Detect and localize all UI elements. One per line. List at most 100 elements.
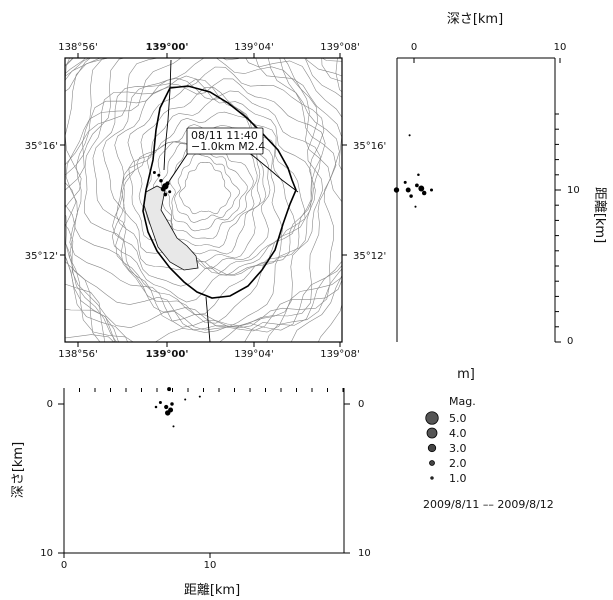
map-ticks	[60, 53, 347, 347]
river-line	[205, 296, 211, 342]
lake	[143, 185, 199, 271]
legend-symbol	[425, 411, 439, 425]
contour-line	[169, 146, 248, 232]
side-bottom-text: m]	[457, 367, 475, 382]
contour-line	[111, 75, 312, 303]
map-lat-tick-right: 35°16'	[353, 141, 386, 152]
side-y-tick: 10	[567, 185, 580, 196]
contour-line	[178, 161, 232, 215]
map-lat-tick-left: 35°16'	[25, 141, 58, 152]
legend-title: Mag.	[449, 395, 476, 408]
bottom-y-tick-left: 0	[47, 399, 53, 410]
map-panel: 08/11 11:40 −1.0km M2.4 138°56' 139°00' …	[25, 42, 386, 360]
side-y-tick: 0	[567, 336, 573, 347]
contour-line	[102, 77, 321, 315]
side-event-point	[415, 183, 419, 188]
contour-line	[112, 78, 306, 287]
side-panel-title: 深さ[km]	[447, 12, 503, 27]
bottom-ticks	[58, 388, 350, 558]
side-events	[393, 134, 433, 208]
river-line	[245, 149, 299, 193]
annotation-time: 08/11 11:40	[191, 129, 258, 142]
bottom-y-tick-right: 10	[358, 548, 371, 559]
bottom-event-point	[167, 387, 172, 392]
legend-symbol	[429, 460, 435, 466]
contour-line	[128, 111, 271, 270]
bottom-x-label: 距離[km]	[184, 583, 240, 598]
bottom-event-point	[170, 402, 174, 406]
map-lon-tick-top: 139°04'	[234, 42, 274, 53]
contour-line	[65, 58, 342, 332]
side-event-point	[408, 134, 411, 137]
bottom-event-point	[165, 410, 171, 416]
map-event-point	[165, 181, 170, 186]
side-panel: 深さ[km] 0 10 10 0 距離[km] m]	[393, 12, 607, 382]
map-event-point	[163, 192, 168, 197]
bottom-x-tick: 0	[61, 560, 67, 571]
side-event-point	[430, 188, 433, 192]
legend-symbol	[430, 476, 434, 480]
map-event-point	[152, 171, 156, 174]
magnitude-legend: Mag. 5.0 4.0 3.0 2.0 1.0 2009/8/11 –– 2009/8…	[423, 395, 554, 511]
bottom-event-point	[184, 398, 187, 401]
bottom-event-point	[172, 425, 175, 428]
map-lon-tick-bottom: 139°00'	[146, 349, 189, 360]
legend-symbol	[426, 427, 438, 439]
map-events	[152, 171, 172, 197]
contour-line	[65, 58, 342, 342]
side-x-tick: 0	[411, 42, 417, 53]
bottom-event-point	[154, 405, 158, 409]
bottom-event-point	[164, 404, 169, 410]
bottom-y-tick-left: 10	[40, 548, 53, 559]
contour-line	[123, 98, 284, 274]
contour-line	[65, 58, 342, 342]
map-lon-tick-bottom: 139°08'	[320, 349, 360, 360]
side-event-point	[403, 180, 407, 184]
bottom-panel: 0 10 0 10 0 10 深さ[km] 距離[km]	[11, 387, 371, 598]
map-lon-tick-top: 139°08'	[320, 42, 360, 53]
legend-label: 4.0	[449, 427, 467, 440]
map-lon-tick-top: 138°56'	[58, 42, 98, 53]
side-event-point	[409, 194, 413, 198]
topographic-contours	[65, 58, 342, 342]
side-event-point	[393, 187, 400, 193]
map-lat-tick-left: 35°12'	[25, 251, 58, 262]
map-frame	[64, 57, 343, 343]
bottom-events	[154, 387, 201, 428]
river-line	[163, 59, 172, 171]
contour-line	[174, 153, 240, 223]
map-lon-tick-bottom: 138°56'	[58, 349, 98, 360]
caldera-rim	[142, 85, 297, 299]
bottom-event-point	[158, 401, 162, 404]
map-lon-tick-bottom: 139°04'	[234, 349, 274, 360]
map-event-point	[157, 173, 161, 177]
contour-line	[74, 58, 324, 327]
side-x-tick: 10	[554, 42, 567, 53]
bottom-event-point	[198, 395, 201, 398]
side-y-label: 距離[km]	[592, 187, 607, 243]
map-lat-tick-right: 35°12'	[353, 251, 386, 262]
side-ticks	[413, 58, 561, 343]
side-event-point	[421, 190, 427, 196]
contour-line	[65, 58, 342, 342]
map-event-point	[159, 179, 163, 183]
side-event-point	[405, 187, 411, 193]
legend-label: 5.0	[449, 412, 467, 425]
map-event-point	[168, 190, 172, 194]
annotation-leader	[167, 149, 191, 184]
bottom-y-tick-right: 0	[358, 399, 364, 410]
legend-label: 2.0	[449, 457, 467, 470]
legend-label: 1.0	[449, 472, 467, 485]
map-event-point	[160, 186, 166, 192]
bottom-x-tick: 10	[204, 560, 217, 571]
side-event-point	[418, 185, 425, 192]
legend-date-range: 2009/8/11 –– 2009/8/12	[423, 498, 554, 511]
legend-symbol	[427, 443, 437, 453]
contour-line	[84, 66, 325, 328]
annotation-depth-mag: −1.0km M2.4	[191, 140, 265, 153]
map-lon-tick-top: 139°00'	[146, 42, 189, 53]
side-event-point	[417, 173, 420, 177]
bottom-y-label: 深さ[km]	[11, 442, 26, 498]
event-annotation: 08/11 11:40 −1.0km M2.4	[186, 127, 265, 155]
